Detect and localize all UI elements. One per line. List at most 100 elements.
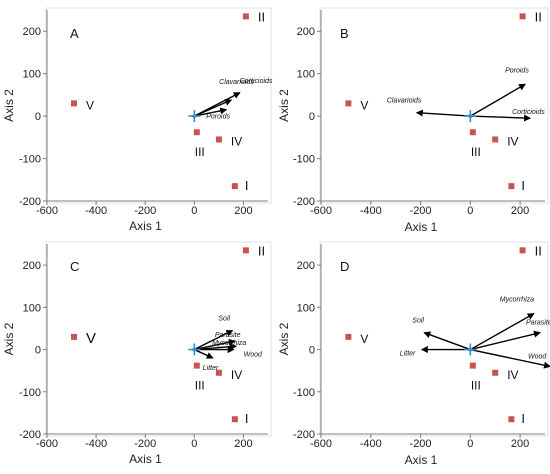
x-tick-label: 0 xyxy=(467,438,473,450)
point-iv xyxy=(215,136,222,143)
point-v xyxy=(345,333,352,340)
vector-label-litter: Litter xyxy=(203,365,219,372)
point-label-iii: III xyxy=(471,379,481,393)
origin-marker xyxy=(464,343,477,356)
point-v xyxy=(345,100,352,107)
origin-marker xyxy=(188,110,201,123)
y-tick-label: -200 xyxy=(19,196,41,208)
point-label-i: I xyxy=(245,178,249,193)
y-tick-label: -100 xyxy=(19,154,41,166)
x-tick-label: -200 xyxy=(134,205,156,217)
point-label-iii: III xyxy=(471,145,481,159)
y-tick-label: 100 xyxy=(297,302,315,314)
point-label-ii: II xyxy=(258,243,265,258)
x-axis-label: Axis 1 xyxy=(129,452,162,466)
x-tick-label: 0 xyxy=(191,205,197,217)
point-iv xyxy=(492,136,499,143)
vector-arrow-wood xyxy=(470,348,550,369)
point-label-v: V xyxy=(86,330,96,347)
y-tick-label: 0 xyxy=(309,345,315,357)
vector-arrow-clavarioids xyxy=(415,109,471,117)
y-tick-label: 0 xyxy=(35,111,41,123)
panel-b: -200 -100 0 100 200 -600 -400 -200 0 200 Axis 1 Axi… xyxy=(277,7,549,234)
point-ii xyxy=(519,247,526,254)
y-tick-label: 200 xyxy=(297,26,315,38)
y-tick-label: 100 xyxy=(23,302,41,314)
vector-label-soil: Soil xyxy=(218,316,230,323)
vector-label-parasite: Parasite xyxy=(215,332,241,339)
x-tick-label: 200 xyxy=(234,205,252,217)
x-tick-label: -400 xyxy=(360,438,382,450)
point-ii xyxy=(519,13,526,20)
point-label-v: V xyxy=(360,98,368,112)
vector-arrow-poroids xyxy=(469,83,526,117)
plot-frame xyxy=(319,241,549,437)
point-label-iii: III xyxy=(195,379,205,393)
panel-a: -200 -100 0 100 200 -600 -400 -200 0 200 Axis 1 Axi… xyxy=(2,7,273,233)
x-tick-label: -400 xyxy=(85,205,107,217)
point-v xyxy=(71,100,78,107)
vector-arrow-parasite xyxy=(194,338,236,351)
plot-frame xyxy=(45,241,272,437)
vector-arrow-poroids xyxy=(194,107,228,117)
x-tick-label: 200 xyxy=(511,205,529,217)
vector-label-parasite: Parasite xyxy=(526,320,550,327)
point-label-iv: IV xyxy=(231,134,242,148)
point-ii xyxy=(242,247,249,254)
y-tick-label: 200 xyxy=(23,260,41,272)
x-tick-label: -600 xyxy=(310,205,332,217)
y-axis-label: Axis 2 xyxy=(2,322,16,355)
vector-arrow-soil xyxy=(194,329,234,351)
point-label-i: I xyxy=(245,411,249,426)
point-iii xyxy=(193,362,200,369)
panel-letter: C xyxy=(70,259,79,274)
vector-label-poroids: Poroids xyxy=(505,67,529,74)
x-tick-label: -400 xyxy=(360,205,382,217)
x-axis-label: Axis 1 xyxy=(405,220,438,234)
panel-d: -200 -100 0 100 200 -600 -400 -200 0 200 Axis 1 Axi… xyxy=(277,241,550,467)
y-tick-label: -200 xyxy=(19,429,41,441)
point-iii xyxy=(469,129,476,136)
point-label-v: V xyxy=(86,98,94,112)
point-iv xyxy=(492,369,499,376)
x-tick-label: 200 xyxy=(234,438,252,450)
y-tick-label: -100 xyxy=(19,387,41,399)
x-tick-label: 200 xyxy=(511,438,529,450)
panel-letter: B xyxy=(340,26,349,41)
vector-label-litter: Litter xyxy=(400,351,416,358)
origin-marker xyxy=(464,110,477,123)
x-tick-label: -200 xyxy=(134,438,156,450)
x-tick-label: -600 xyxy=(310,438,332,450)
y-tick-label: 100 xyxy=(297,69,315,81)
point-i xyxy=(231,183,238,190)
y-tick-label: 100 xyxy=(23,69,41,81)
y-axis-label: Axis 2 xyxy=(2,89,16,122)
vector-arrow-parasite xyxy=(470,330,541,351)
point-i xyxy=(508,183,515,190)
point-ii xyxy=(242,13,249,20)
vector-label-corticioids: Corticioids xyxy=(240,78,273,85)
vector-label-mycorrhiza: Mycorrhiza xyxy=(500,297,534,304)
vector-label-corticioids: Corticioids xyxy=(512,109,545,116)
y-tick-label: 0 xyxy=(309,111,315,123)
plot-frame xyxy=(45,7,272,204)
point-iii xyxy=(469,362,476,369)
vector-arrow-litter xyxy=(194,348,214,359)
point-iv xyxy=(215,369,222,376)
point-label-iv: IV xyxy=(507,134,518,148)
y-tick-label: -200 xyxy=(293,196,315,208)
vector-label-wood: Wood xyxy=(244,352,263,359)
point-label-iii: III xyxy=(195,145,205,159)
point-label-ii: II xyxy=(258,9,265,24)
x-tick-label: -200 xyxy=(410,205,432,217)
point-i xyxy=(231,416,238,423)
y-axis-label: Axis 2 xyxy=(277,322,291,355)
x-tick-label: -400 xyxy=(85,438,107,450)
x-tick-label: -600 xyxy=(36,438,58,450)
vector-label-clavarioids: Clavarioids xyxy=(219,79,254,86)
y-tick-label: -100 xyxy=(293,387,315,399)
plot-frame xyxy=(319,7,549,204)
point-v xyxy=(71,333,78,340)
x-tick-label: -600 xyxy=(36,205,58,217)
y-axis-label: Axis 2 xyxy=(277,89,291,122)
